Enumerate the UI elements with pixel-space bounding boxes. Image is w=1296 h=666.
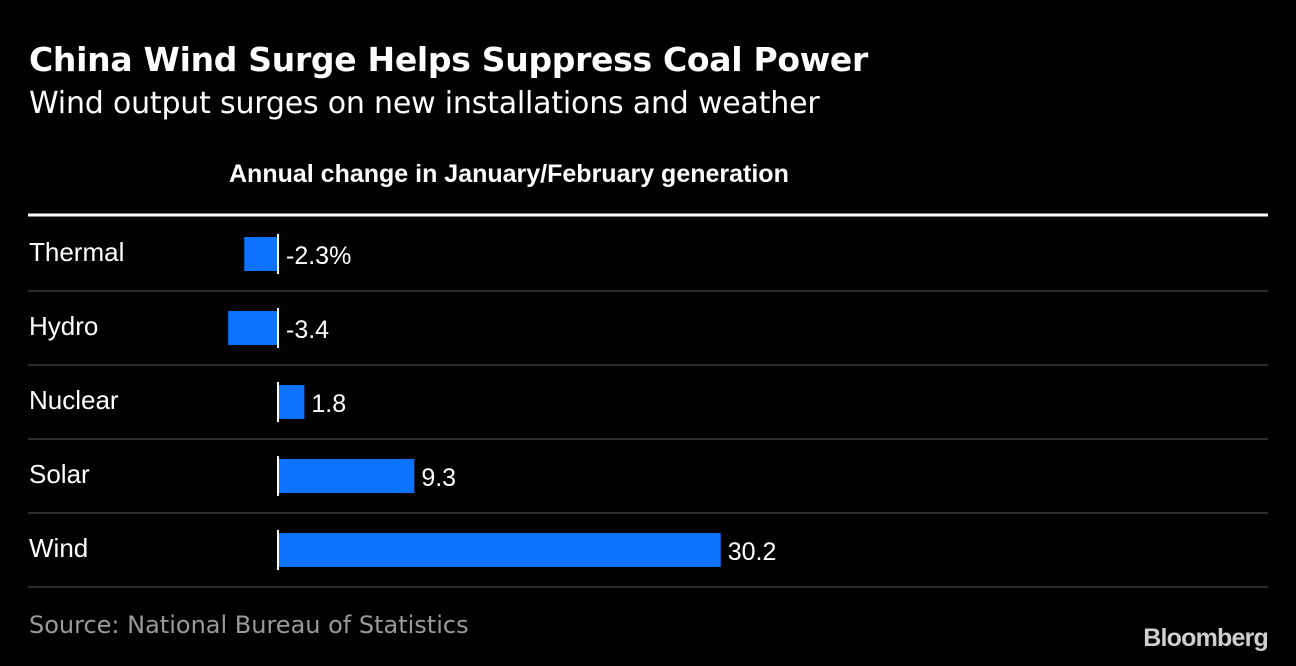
value-label: -3.4	[286, 316, 329, 344]
value-label: 30.2	[728, 538, 777, 566]
value-label: 1.8	[311, 390, 346, 418]
category-label: Thermal	[29, 237, 124, 267]
bloomberg-logo: Bloomberg	[1143, 624, 1269, 652]
value-label: -2.3%	[286, 242, 351, 270]
source-note: Source: National Bureau of Statistics	[29, 611, 469, 639]
category-label: Nuclear	[29, 385, 119, 415]
bar	[278, 533, 721, 567]
chart-subtitle: Wind output surges on new installations …	[29, 86, 820, 121]
bar	[244, 237, 278, 271]
bar	[278, 385, 305, 419]
bar	[228, 311, 278, 345]
category-label: Wind	[29, 533, 88, 563]
bar	[278, 459, 415, 493]
chart-title: China Wind Surge Helps Suppress Coal Pow…	[29, 40, 868, 79]
header-rule	[28, 213, 1268, 217]
column-header: Annual change in January/February genera…	[229, 160, 789, 188]
value-label: 9.3	[421, 464, 456, 492]
category-label: Hydro	[29, 311, 98, 341]
category-label: Solar	[29, 459, 90, 489]
